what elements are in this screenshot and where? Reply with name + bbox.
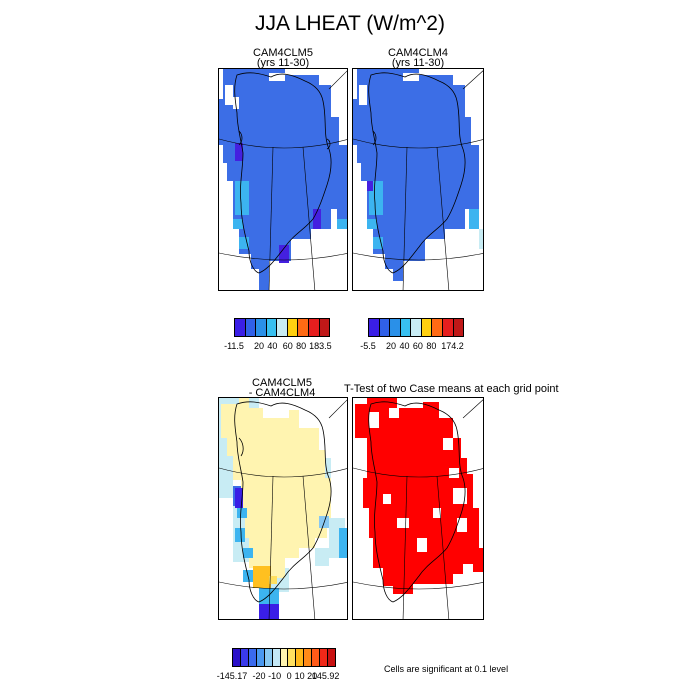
panel3-title-line2: - CAM4CLM4 [248, 387, 316, 399]
colorbar-tick-label: 80 [426, 341, 437, 351]
colorbar-swatch [240, 649, 249, 666]
colorbar-swatch [400, 319, 412, 336]
colorbar-tick-label: 0 [286, 671, 292, 681]
colorbar-labels: -5.5 20 40 60 80 174.2 [360, 341, 464, 351]
colorbar-cam4clm4: -5.5 20 40 60 80 174.2 [360, 318, 464, 351]
panel3-title: CAM4CLM5 - CAM4CLM4 [232, 377, 332, 399]
panel2-title: CAM4CLM4 (yrs 11-30) [352, 47, 484, 69]
map-panel-difference [218, 397, 348, 620]
colorbar-tick-label: 20 [386, 341, 397, 351]
colorbar-swatch [304, 649, 313, 666]
panel1-title-line2: (yrs 11-30) [256, 57, 310, 69]
panel3-title-line1: CAM4CLM5 [252, 377, 312, 389]
colorbar-tick-label: -11.5 [224, 341, 244, 351]
colorbar-swatch [266, 319, 278, 336]
colorbar-swatch [256, 649, 265, 666]
colorbar-swatches [368, 318, 464, 337]
dark-blue-cells [367, 181, 373, 191]
colorbar-difference: -145.17 -20 -10 0 10 20 145.92 [217, 648, 340, 681]
colorbar-swatch [379, 319, 391, 336]
colorbar-labels: -145.17 -20 -10 0 10 20 145.92 [217, 671, 340, 681]
colorbar-tick-label: -5.5 [360, 341, 376, 351]
colorbar-labels: -11.5 20 40 60 80 183.5 [224, 341, 332, 351]
dark-blue-cells [235, 143, 321, 263]
colorbar-tick-label: 60 [412, 341, 423, 351]
graticule [219, 70, 347, 290]
map-difference [219, 398, 347, 619]
colorbar-swatch [245, 319, 257, 336]
colorbar-swatch [298, 319, 309, 336]
panel2-title-line2: (yrs 11-30) [391, 57, 445, 69]
colorbar-tick-label: 20 [253, 341, 264, 351]
map-panel-ttest [352, 397, 484, 620]
panel4-title: T-Test of two Case means at each grid po… [344, 383, 559, 395]
colorbar-swatch [256, 319, 267, 336]
colorbar-tick-label: -20 [252, 671, 266, 681]
colorbar-swatch [421, 319, 433, 336]
map-panel-cam4clm4 [352, 68, 484, 291]
colorbar-swatch [320, 649, 329, 666]
pale-yellow-field [221, 398, 331, 598]
colorbar-tick-label: 60 [282, 341, 293, 351]
colorbar-swatch [288, 649, 297, 666]
colorbar-swatch [235, 319, 246, 336]
nonsignificant-cells [369, 408, 467, 552]
colorbar-swatch [296, 649, 305, 666]
colorbar-tick-label: 174.2 [441, 341, 464, 351]
coastline [234, 401, 332, 603]
map-cam4clm4 [353, 69, 483, 290]
figure-title: JJA LHEAT (W/m^2) [255, 12, 445, 35]
colorbar-swatch [233, 649, 241, 666]
colorbar-tick-label: 10 [294, 671, 305, 681]
colorbar-swatch [328, 649, 335, 666]
colorbar-swatch [390, 319, 401, 336]
colorbar-swatch [248, 649, 257, 666]
graticule [219, 399, 347, 619]
panel1-title-line1: CAM4CLM5 [253, 47, 313, 59]
colorbar-cam4clm5: -11.5 20 40 60 80 183.5 [224, 318, 332, 351]
orange-cells [253, 566, 271, 588]
colorbar-tick-label: -10 [268, 671, 282, 681]
light-blue-cells [233, 181, 347, 249]
graticule [353, 70, 483, 290]
colorbar-swatch [277, 319, 288, 336]
colorbar-tick-label: 183.5 [309, 341, 332, 351]
colorbar-swatch [308, 319, 320, 336]
lheat-field [353, 69, 479, 281]
colorbar-swatch [432, 319, 443, 336]
colorbar-tick-label: 40 [267, 341, 278, 351]
colorbar-swatch [442, 319, 454, 336]
colorbar-swatch [272, 649, 281, 666]
colorbar-swatch [369, 319, 380, 336]
colorbar-swatches [234, 318, 330, 337]
colorbar-swatches [232, 648, 336, 667]
panel2-title-line1: CAM4CLM4 [388, 47, 448, 59]
lheat-field [219, 69, 347, 290]
colorbar-swatch [319, 319, 330, 336]
coastline [368, 401, 466, 603]
colorbar-swatch [453, 319, 464, 336]
map-panel-cam4clm5 [218, 68, 348, 291]
colorbar-swatch [264, 649, 273, 666]
map-ttest [353, 398, 483, 619]
colorbar-tick-label: 80 [296, 341, 307, 351]
colorbar-swatch [280, 649, 289, 666]
colorbar-swatch [287, 319, 299, 336]
map-cam4clm5 [219, 69, 347, 290]
colorbar-swatch [411, 319, 422, 336]
colorbar-tick-label: -145.17 [216, 671, 248, 681]
significance-note: Cells are significant at 0.1 level [384, 664, 509, 674]
graticule [353, 399, 483, 619]
panel1-title: CAM4CLM5 (yrs 11-30) [218, 47, 348, 69]
colorbar-swatch [312, 649, 321, 666]
colorbar-tick-label: 145.92 [311, 671, 340, 681]
colorbar-tick-label: 40 [399, 341, 410, 351]
colorbar-tick-label: 20 [307, 671, 318, 681]
